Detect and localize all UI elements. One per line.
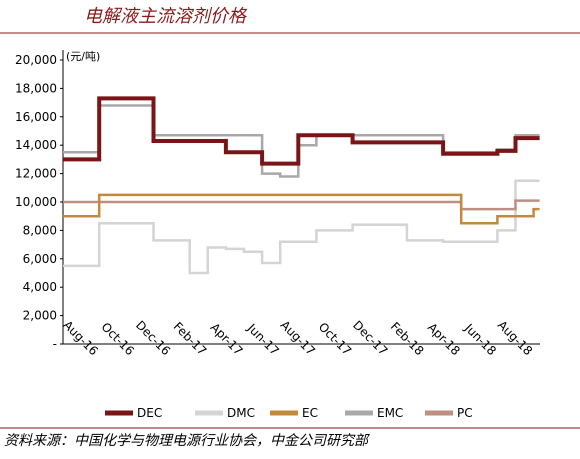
x-tick-label: Dec-16 (133, 318, 173, 358)
x-tick-label: Feb-18 (388, 319, 427, 358)
source: 资料来源：中国化学与物理电源行业协会，中金公司研究部 (4, 433, 370, 449)
chart-title: 电解液主流溶剂价格 (84, 6, 248, 27)
x-tick-label: Aug-18 (495, 318, 535, 358)
x-tick-label: Feb-17 (171, 319, 210, 358)
series-line (63, 199, 540, 211)
y-unit: (元/吨) (66, 50, 100, 63)
series-line (63, 193, 540, 225)
y-tick-label: 10,000 (15, 195, 57, 209)
y-tick-label: 14,000 (15, 138, 57, 152)
series-line (63, 104, 540, 178)
series-line (63, 96, 540, 166)
y-tick-label: 12,000 (15, 167, 57, 181)
x-tick-label: Jun-17 (244, 320, 282, 358)
y-tick-label: 8,000 (23, 223, 57, 237)
x-tick-label: Oct-17 (316, 320, 354, 358)
y-tick-label: 16,000 (15, 110, 57, 124)
x-tick-label: Apr-17 (208, 320, 246, 358)
legend-label: PC (457, 406, 473, 420)
y-tick-label: 2,000 (23, 309, 57, 323)
legend-label: EMC (377, 406, 403, 420)
x-tick-label: Aug-16 (60, 318, 100, 358)
x-tick-label: Dec-17 (350, 318, 390, 358)
x-tick-label: Jun-18 (461, 320, 499, 358)
legend-label: DEC (137, 406, 162, 420)
legend-label: DMC (227, 406, 255, 420)
legend-label: EC (302, 406, 318, 420)
y-tick-label: 4,000 (23, 280, 57, 294)
y-tick-label: 20,000 (15, 53, 57, 67)
x-tick-label: Apr-18 (425, 320, 463, 358)
series-line (63, 179, 540, 275)
y-tick-label: 6,000 (23, 252, 57, 266)
x-tick-label: Aug-17 (278, 318, 318, 358)
x-tick-label: Oct-16 (99, 320, 137, 358)
y-tick-label: 18,000 (15, 81, 57, 95)
y-tick-label: - (53, 337, 57, 351)
